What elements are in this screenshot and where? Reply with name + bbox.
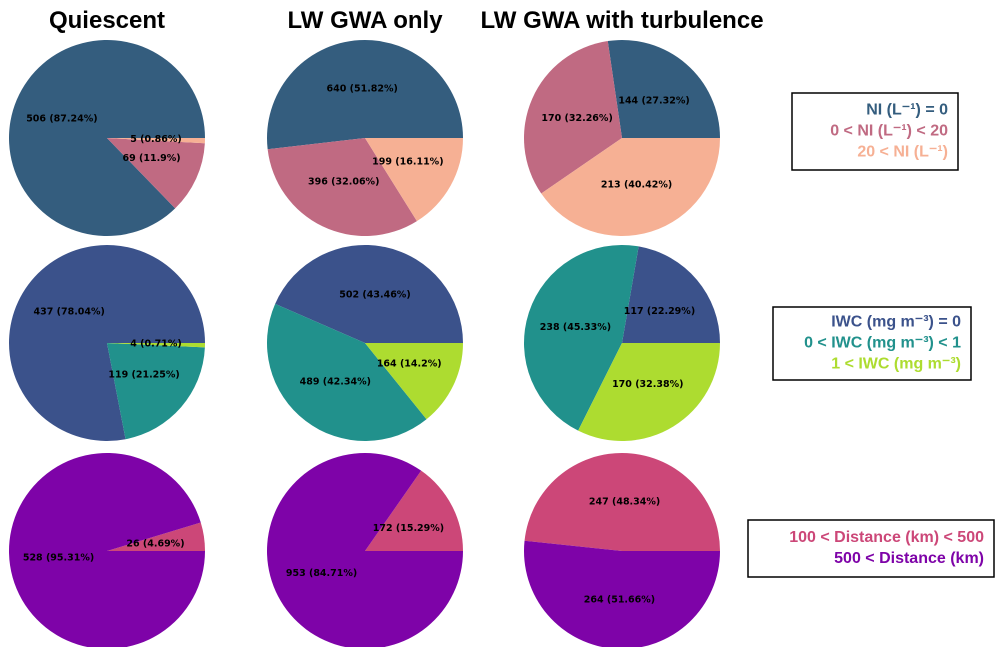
pie-slice xyxy=(607,39,720,138)
pie-slice xyxy=(107,343,205,348)
value-label: 247 (48.34%) xyxy=(589,497,660,508)
value-label: 4 (0.71%) xyxy=(130,339,182,350)
legend: IWC (mg m⁻³) = 0 0 < IWC (mg m⁻³) < 1 1 < … xyxy=(772,306,972,381)
legend-box xyxy=(791,92,959,171)
value-label: 5 (0.86%) xyxy=(130,134,182,145)
value-label: 506 (87.24%) xyxy=(26,113,97,124)
value-label: 164 (14.2%) xyxy=(377,359,442,370)
legend-entry: 0 < IWC (mg m⁻³) < 1 xyxy=(804,335,961,352)
pie-slice xyxy=(267,453,463,647)
value-label: 119 (21.25%) xyxy=(108,370,179,381)
pie-slice xyxy=(275,245,463,343)
value-label: 144 (27.32%) xyxy=(618,95,689,106)
value-label: 264 (51.66%) xyxy=(584,594,655,605)
value-label: 26 (4.69%) xyxy=(126,538,184,549)
pie-slice xyxy=(365,470,463,551)
pie-slice xyxy=(524,41,622,194)
pie-slice xyxy=(541,138,720,236)
value-label: 172 (15.29%) xyxy=(373,523,444,534)
legend-entry: 0 < NI (L⁻¹) < 20 xyxy=(830,123,948,140)
legend-entry: NI (L⁻¹) = 0 xyxy=(866,102,948,119)
pie-slice xyxy=(524,452,720,551)
pie-slice xyxy=(107,138,205,144)
value-label: 238 (45.33%) xyxy=(540,322,611,333)
legend: 100 < Distance (km) < 500 500 < Distance … xyxy=(747,519,995,578)
value-label: 640 (51.82%) xyxy=(327,84,398,95)
pie-slice xyxy=(524,540,720,647)
legend: NI (L⁻¹) = 0 0 < NI (L⁻¹) < 20 20 < NI (L⁻… xyxy=(791,92,959,171)
value-label: 199 (16.11%) xyxy=(372,156,443,167)
value-label: 528 (95.31%) xyxy=(23,553,94,564)
pie-slice xyxy=(9,453,205,647)
pie-slice xyxy=(267,303,427,441)
pie-slice xyxy=(365,138,463,222)
pie-slice xyxy=(107,138,205,209)
value-label: 170 (32.26%) xyxy=(541,113,612,124)
value-label: 170 (32.38%) xyxy=(612,379,683,390)
legend-entry: 500 < Distance (km) xyxy=(834,550,984,567)
pie-slice xyxy=(8,39,205,236)
value-label: 69 (11.9%) xyxy=(122,153,180,164)
pie-slice xyxy=(267,39,463,150)
pie-slice xyxy=(365,343,464,420)
pie-slice xyxy=(622,246,720,343)
value-label: 213 (40.42%) xyxy=(601,179,672,190)
value-label: 502 (43.46%) xyxy=(339,290,410,301)
value-label: 489 (42.34%) xyxy=(300,376,371,387)
value-label: 396 (32.06%) xyxy=(308,177,379,188)
pie-slice xyxy=(578,343,720,441)
value-label: 117 (22.29%) xyxy=(624,306,695,317)
legend-entry: 100 < Distance (km) < 500 xyxy=(789,529,984,546)
column-title: Quiescent xyxy=(49,7,165,34)
pie-slice xyxy=(267,138,417,236)
pie-slice xyxy=(107,343,205,440)
column-title: LW GWA with turbulence xyxy=(480,7,763,34)
legend-box xyxy=(772,306,972,381)
pie-slice xyxy=(107,522,205,551)
value-label: 953 (84.71%) xyxy=(286,568,357,579)
legend-box xyxy=(747,519,995,578)
legend-entry: 20 < NI (L⁻¹) xyxy=(857,144,948,161)
value-label: 437 (78.04%) xyxy=(34,306,105,317)
pie-slice xyxy=(524,245,639,431)
legend-entry: 1 < IWC (mg m⁻³) xyxy=(831,356,961,373)
column-title: LW GWA only xyxy=(287,7,443,34)
legend-entry: IWC (mg m⁻³) = 0 xyxy=(831,314,961,331)
